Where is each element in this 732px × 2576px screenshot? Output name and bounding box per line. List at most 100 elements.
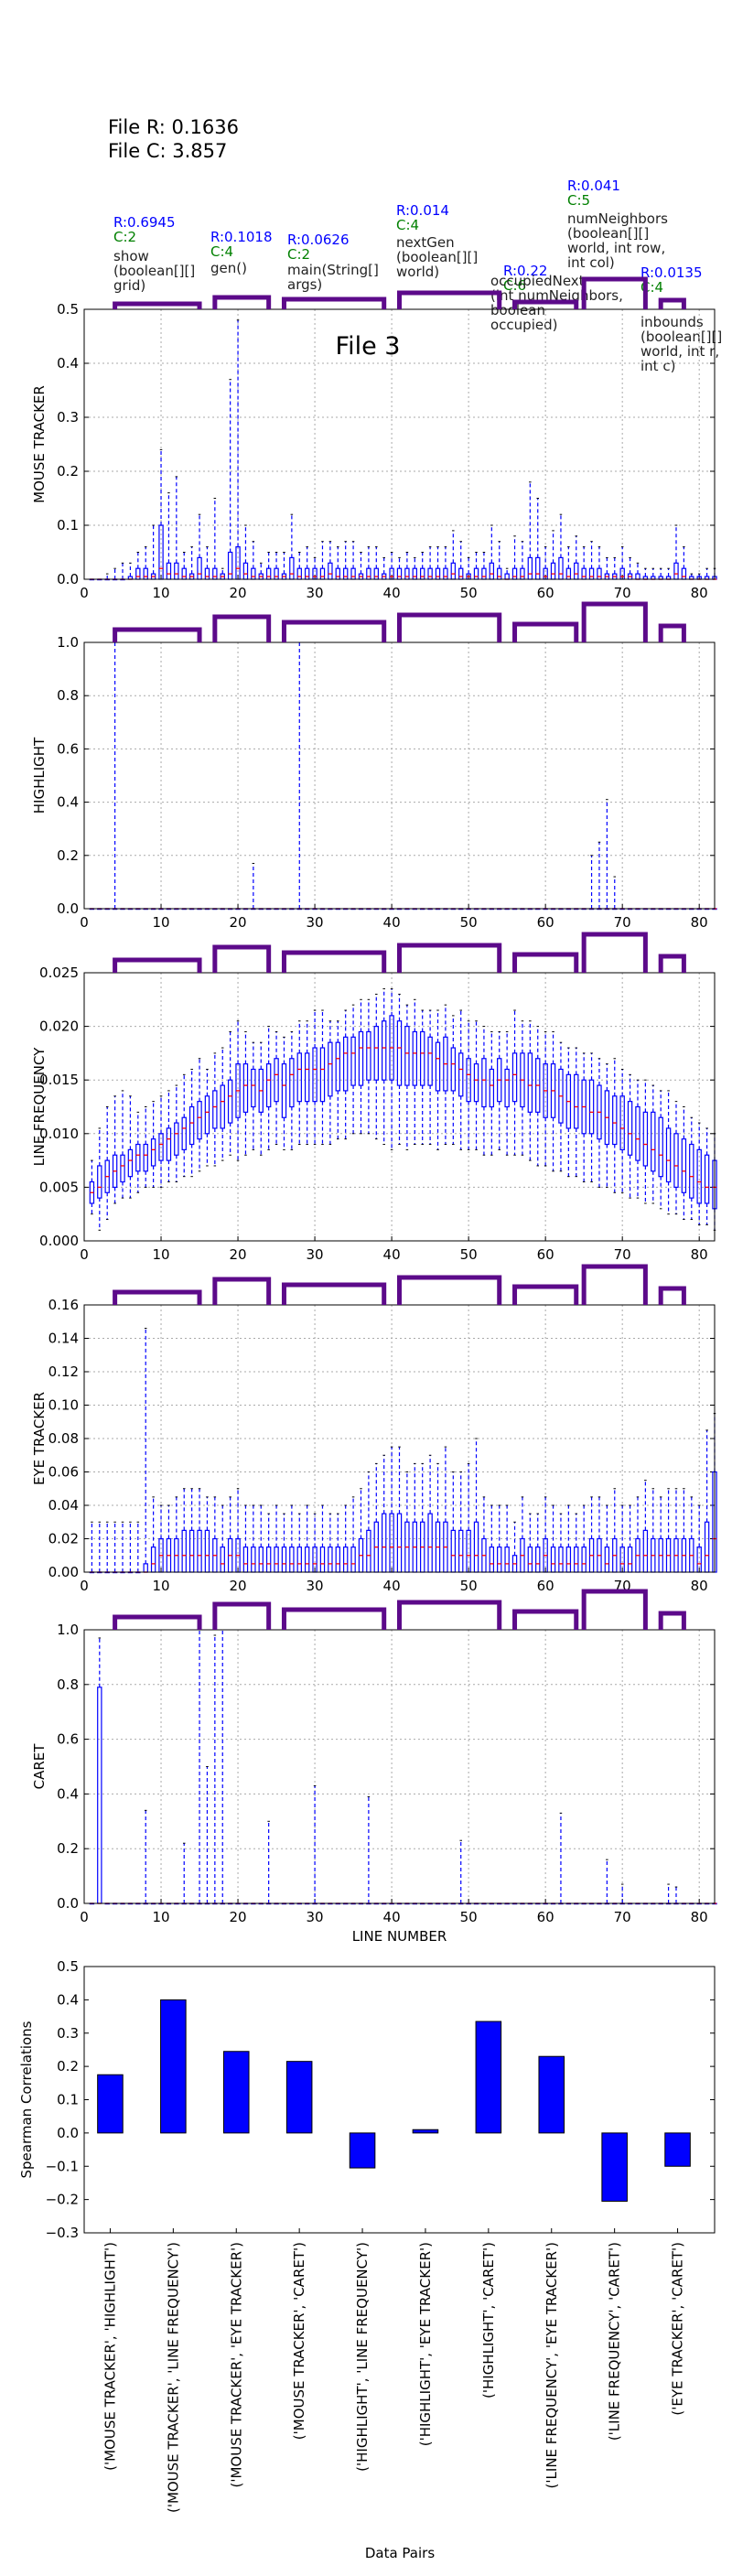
- method-name-line: (boolean[][]: [640, 329, 722, 345]
- box-mark: [458, 1839, 464, 1905]
- box-mark: [619, 1068, 625, 1193]
- box-mark: [458, 541, 464, 580]
- box-body: [574, 562, 579, 580]
- y-axis-label: MOUSE TRACKER: [31, 385, 48, 503]
- box-mark: [104, 1106, 110, 1221]
- box-body: [366, 1030, 371, 1081]
- box-mark: [435, 546, 441, 580]
- method-r-label: R:0.0135: [640, 264, 703, 281]
- box-body: [127, 1148, 134, 1178]
- x-tick-label: ('EYE TRACKER', 'CARET'): [670, 2242, 686, 2416]
- box-mark: [665, 1090, 672, 1215]
- box-mark: [558, 1041, 564, 1172]
- box-body: [558, 556, 564, 580]
- method-bracket: [113, 957, 202, 973]
- box-body: [511, 567, 518, 580]
- box-mark: [504, 1030, 510, 1156]
- box-mark: [404, 1471, 410, 1573]
- box-body: [251, 1547, 256, 1573]
- box-body: [358, 1030, 364, 1086]
- box-body: [489, 1068, 495, 1108]
- box-mark: [296, 552, 302, 580]
- box-mark: [120, 1521, 125, 1574]
- box-mark: [520, 1020, 525, 1156]
- y-tick-label: 0.1: [57, 2092, 79, 2108]
- box-mark: [588, 1052, 595, 1183]
- box-body: [704, 1521, 710, 1573]
- box-mark: [427, 1009, 433, 1146]
- box-mark: [635, 1079, 640, 1199]
- box-mark: [696, 1122, 702, 1225]
- y-tick-label: 0.14: [48, 1331, 79, 1347]
- y-tick-label: 0.005: [39, 1179, 79, 1195]
- box-mark: [597, 841, 602, 911]
- box-body: [212, 567, 218, 580]
- box-mark: [612, 876, 618, 911]
- method-c-label: C:4: [396, 217, 419, 233]
- box-body: [265, 567, 272, 580]
- box-mark: [220, 1504, 225, 1573]
- box-body: [135, 567, 141, 580]
- box-mark: [127, 562, 134, 580]
- x-tick-label: 70: [614, 1909, 631, 1925]
- box-body: [450, 562, 457, 580]
- method-name-line: (boolean[][]: [567, 225, 649, 242]
- y-axis-label: LINE FREQUENCY: [31, 1047, 48, 1166]
- y-tick-label: −0.3: [46, 2225, 79, 2241]
- box-body: [412, 567, 418, 580]
- box-mark: [227, 1030, 233, 1156]
- correlation-bar-chart: −0.3 −0.2 −0.1 0.0 0.1 0.2 0.3 0.4 0.5 ('MOUSE TR…: [18, 1958, 716, 2561]
- correlation-bar: [222, 2051, 250, 2134]
- method-c-label: C:5: [567, 192, 590, 209]
- box-mark: [242, 1504, 249, 1573]
- box-mark: [342, 1009, 349, 1140]
- box-body: [235, 545, 241, 580]
- box-mark: [120, 1090, 125, 1199]
- method-name-line: world): [396, 264, 439, 280]
- method-name-line: grid): [113, 277, 145, 294]
- box-body: [642, 1529, 649, 1573]
- method-bracket: [581, 601, 648, 642]
- box-mark: [204, 1496, 210, 1573]
- box-body: [619, 1095, 625, 1150]
- box-mark: [435, 1009, 441, 1150]
- box-body: [404, 567, 410, 580]
- box-body: [319, 1547, 326, 1573]
- x-tick-label: 80: [691, 1246, 708, 1263]
- box-body: [296, 567, 302, 580]
- x-tick-label: 20: [230, 914, 247, 931]
- y-tick-label: 0.0: [57, 1895, 79, 1912]
- box-mark: [358, 998, 364, 1135]
- box-body: [335, 567, 340, 580]
- x-axis-label: LINE NUMBER: [352, 1928, 447, 1945]
- box-mark: [89, 1521, 95, 1574]
- box-body: [319, 567, 326, 580]
- method-name-line: main(String[]: [287, 262, 379, 278]
- box-mark: [535, 1513, 541, 1573]
- y-tick-label: 0.1: [57, 517, 79, 534]
- box-mark: [435, 1462, 441, 1573]
- box-mark: [296, 641, 302, 911]
- box-body: [251, 1068, 256, 1108]
- box-mark: [450, 530, 457, 580]
- method-bracket: [397, 943, 502, 973]
- box-body: [473, 1521, 479, 1573]
- method-label-5: R:0.041C:5numNeighbors(boolean[][]world,…: [567, 178, 668, 271]
- box-body: [328, 562, 333, 580]
- box-mark: [166, 492, 172, 580]
- box-body: [450, 1529, 457, 1573]
- box-mark: [689, 1116, 694, 1221]
- box-mark: [651, 1488, 656, 1573]
- box-mark: [704, 567, 710, 580]
- box-mark: [574, 1513, 579, 1573]
- box-body: [435, 567, 441, 580]
- box-body: [489, 562, 495, 580]
- method-c-label: C:2: [113, 229, 136, 245]
- chart-title: File 3: [336, 332, 401, 361]
- box-body: [420, 1030, 425, 1086]
- x-tick-label: 80: [691, 585, 708, 601]
- method-name-line: gen(): [210, 260, 247, 276]
- method-name-line: occupied): [490, 317, 557, 333]
- method-r-label: R:0.0626: [287, 232, 350, 248]
